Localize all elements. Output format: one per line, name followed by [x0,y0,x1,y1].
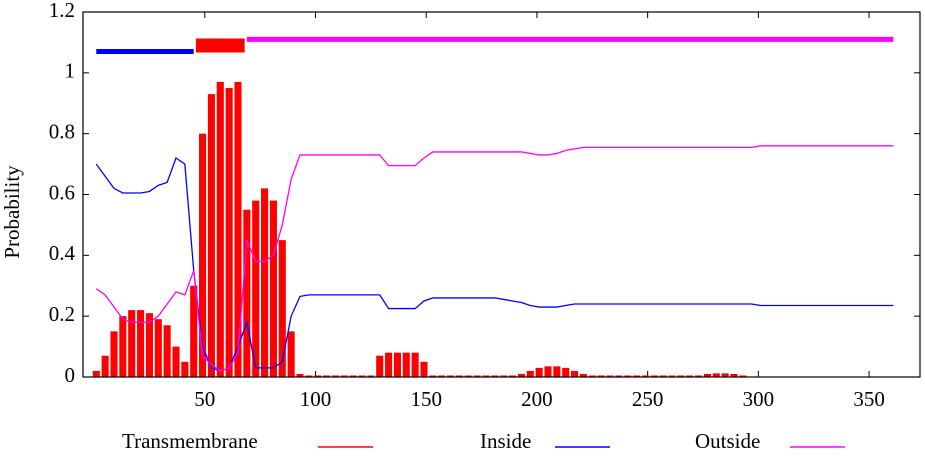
tm-bar [101,355,109,377]
y-tick-label: 1.2 [49,0,75,22]
tm-bar [615,375,623,377]
tm-bar [500,375,508,377]
tm-bar [641,375,649,377]
tm-bar [535,367,543,377]
tm-bar [110,331,118,377]
x-tick-label: 250 [632,387,664,411]
tm-bar [340,375,348,377]
legend-label: Inside [480,429,531,453]
tm-bar [261,188,269,377]
plot-frame [82,11,921,378]
tm-bar [128,310,136,377]
tm-bar [633,375,641,377]
tm-bar [163,325,171,377]
tm-bar [553,366,561,377]
y-tick-label: 0.8 [49,119,75,143]
x-tick-label: 150 [410,387,442,411]
y-tick-label: 0 [65,363,76,387]
tm-bar [562,367,570,377]
x-tick-label: 350 [853,387,885,411]
tm-bar [402,352,410,377]
tm-bar [695,375,703,377]
probability-line [95,156,894,372]
tm-bar [92,370,100,377]
tm-bar [455,375,463,377]
tm-bar [199,133,207,377]
tm-bar [305,375,313,377]
tm-bar [225,88,233,378]
tm-bar [216,81,224,377]
y-axis-label: Probability [0,165,24,259]
x-tick-label: 200 [521,387,553,411]
tm-bar [579,373,587,377]
tm-bar [677,375,685,377]
tm-bar [278,240,286,377]
legend-label: Transmembrane [122,429,258,453]
tm-bar [624,375,632,377]
tm-bar [119,316,127,377]
legend-label: Outside [695,429,760,453]
y-tick-label: 1 [65,59,76,83]
tm-bar [314,375,322,377]
tm-bar [420,361,428,377]
tm-bar [296,373,304,377]
tm-bar [668,375,676,377]
tm-bar [243,209,251,377]
tm-bar [739,375,747,377]
tm-bar [145,313,153,377]
tm-bar [393,352,401,377]
tm-bar [730,373,738,377]
tm-bar [509,375,517,377]
tm-bar [703,373,711,377]
tm-bar [411,352,419,377]
y-tick-label: 0.6 [49,180,75,204]
tm-bar [154,319,162,377]
tm-bar [597,375,605,377]
tm-bar [438,375,446,377]
tm-bar [207,94,215,377]
tm-bar [544,366,552,377]
tm-bar [712,373,720,377]
tm-bar [517,373,525,377]
x-tick-label: 50 [194,387,215,411]
tm-bar [234,81,242,377]
tm-bar [447,375,455,377]
tm-bar [287,331,295,377]
tm-bar [172,346,180,377]
tm-bar [473,375,481,377]
x-tick-label: 300 [743,387,775,411]
tm-bar [650,375,658,377]
tm-bar [526,370,534,377]
tm-bar [376,355,384,377]
tm-bar [571,370,579,377]
tm-bar [331,375,339,377]
tm-bar [323,375,331,377]
x-tick-label: 100 [300,387,332,411]
tm-bar [385,352,393,377]
tm-bar [482,375,490,377]
tm-bar [429,375,437,377]
probability-line [95,145,894,372]
tm-bar [252,200,260,377]
tm-bar [491,375,499,377]
tm-bar [181,361,189,377]
y-tick-label: 0.4 [49,241,76,265]
tm-bar [659,375,667,377]
tm-bar [464,375,472,377]
tm-bar [686,375,694,377]
tm-bar [137,310,145,377]
tm-bar [367,375,375,377]
tm-bar [358,375,366,377]
tm-bar [721,373,729,377]
tm-bar [190,285,198,377]
tm-bar [349,375,357,377]
y-tick-label: 0.2 [49,302,75,326]
tm-bar [606,375,614,377]
tm-bar [269,200,277,377]
tm-bar [588,375,596,377]
